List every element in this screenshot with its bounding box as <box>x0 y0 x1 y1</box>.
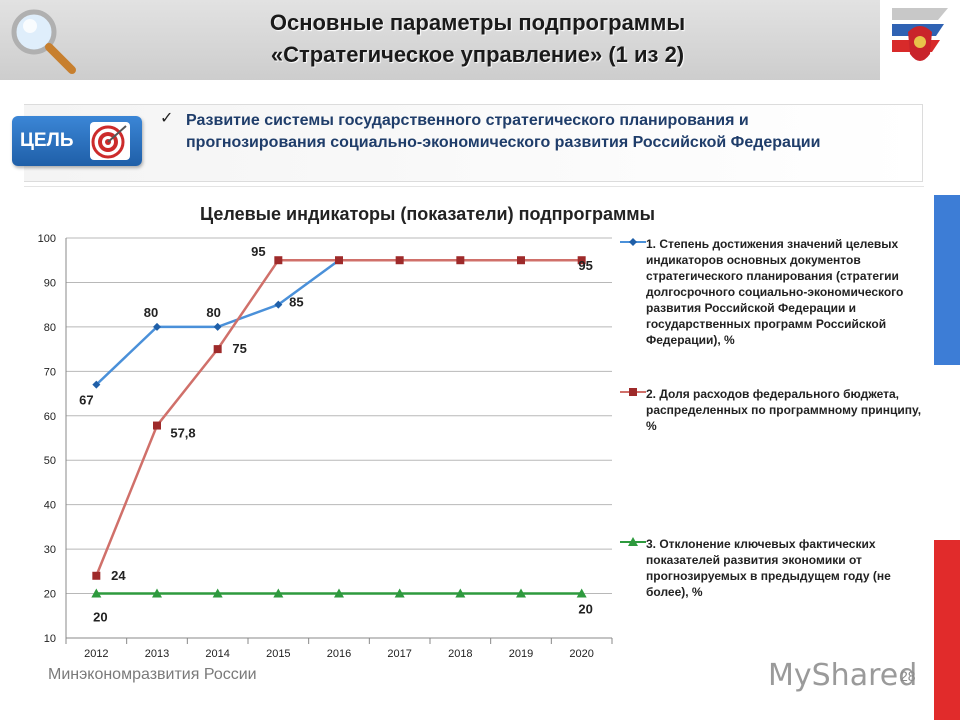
data-point <box>92 571 101 580</box>
ministry-footer: Минэкономразвития России <box>48 666 257 683</box>
chart-title: Целевые индикаторы (показатели) подпрогр… <box>200 204 655 224</box>
y-tick-label: 10 <box>44 633 56 645</box>
data-point <box>153 421 161 430</box>
x-tick-label: 2020 <box>569 648 593 660</box>
data-label: 95 <box>251 244 265 259</box>
x-tick-label: 2015 <box>266 648 290 660</box>
goal-text: Развитие системы государственного страте… <box>186 112 821 151</box>
data-point <box>273 588 284 598</box>
data-point <box>394 588 405 598</box>
line-chart: 10 20 30 40 50 60 70 80 90 100 2012 2013 2014 2015 201… <box>38 233 613 660</box>
data-point <box>213 345 222 354</box>
y-tick-label: 80 <box>44 322 56 334</box>
legend-label-1: 1. Степень достижения значений целевых и… <box>646 237 904 347</box>
magnifier-icon <box>11 9 76 74</box>
page-title-line1: Основные параметры подпрограммы <box>269 10 686 35</box>
data-label: 80 <box>206 305 220 320</box>
data-point <box>212 588 223 598</box>
page-title-line2: «Стратегическое управление» (1 из 2) <box>270 42 685 67</box>
flag-stripe-white <box>934 365 960 540</box>
flag-stripe-red <box>934 540 960 720</box>
y-tick-label: 30 <box>44 544 56 556</box>
checkmark-icon: ✓ <box>160 110 174 127</box>
series-line-1 <box>95 259 340 386</box>
x-tick-label: 2019 <box>509 648 533 660</box>
legend-marker-2 <box>620 388 646 396</box>
data-label: 20 <box>93 610 107 625</box>
watermark-text: MyShared <box>768 658 918 693</box>
data-point <box>92 380 101 389</box>
legend-label-2: 2. Доля расходов федерального бюджета, р… <box>646 387 922 433</box>
y-tick-label: 40 <box>44 500 56 512</box>
flag-stripe-blue <box>934 195 960 365</box>
data-point <box>455 588 466 598</box>
y-tick-label: 90 <box>44 277 56 289</box>
data-point <box>576 588 587 598</box>
legend-label-3: 3. Отклонение ключевых фактических показ… <box>646 537 891 599</box>
data-point <box>395 256 404 265</box>
x-tick-label: 2018 <box>448 648 472 660</box>
y-tick-label: 70 <box>44 366 56 378</box>
data-label: 20 <box>578 602 592 617</box>
y-tick-label: 20 <box>44 589 56 601</box>
data-point <box>456 256 465 265</box>
data-label: 57,8 <box>170 426 195 441</box>
data-point <box>334 588 344 598</box>
data-point <box>335 256 343 265</box>
data-point <box>213 322 222 331</box>
data-point <box>516 588 526 598</box>
x-tick-label: 2014 <box>205 648 229 660</box>
coat-of-arms-icon <box>884 2 956 78</box>
goal-badge-label: ЦЕЛЬ <box>20 130 74 151</box>
data-point <box>152 588 162 598</box>
data-label: 95 <box>578 258 592 273</box>
legend-marker-1 <box>620 238 646 246</box>
data-label: 24 <box>111 568 126 583</box>
data-point <box>91 588 102 598</box>
target-icon <box>90 122 130 160</box>
page-number: 28 <box>900 668 916 684</box>
legend-marker-3 <box>620 537 646 546</box>
data-point <box>153 322 161 331</box>
goal-panel <box>24 104 923 182</box>
data-label: 75 <box>232 341 246 356</box>
x-tick-label: 2016 <box>327 648 351 660</box>
goal-badge: ЦЕЛЬ <box>12 116 142 166</box>
data-point <box>274 256 283 265</box>
y-tick-label: 100 <box>38 233 56 245</box>
y-tick-label: 60 <box>44 411 56 423</box>
data-label: 67 <box>79 393 93 408</box>
data-point <box>517 256 525 265</box>
data-point <box>577 256 586 265</box>
section-divider <box>24 186 924 187</box>
data-label: 85 <box>289 295 303 310</box>
data-point <box>274 300 283 309</box>
y-tick-label: 50 <box>44 455 56 467</box>
x-tick-label: 2017 <box>387 648 411 660</box>
header-bar <box>0 0 880 80</box>
x-tick-label: 2013 <box>145 648 169 660</box>
data-label: 80 <box>144 305 158 320</box>
x-tick-label: 2012 <box>84 648 108 660</box>
series-line-2 <box>95 258 582 577</box>
